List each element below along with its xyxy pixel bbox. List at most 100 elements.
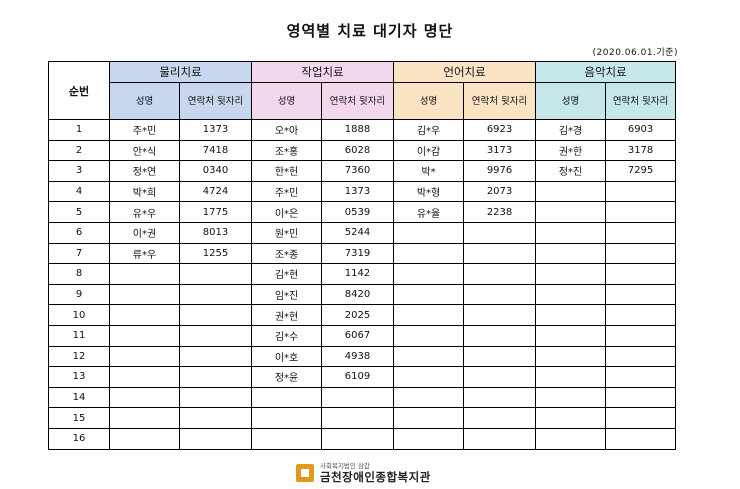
name-cell xyxy=(393,345,465,368)
contact-cell: 2025 xyxy=(321,304,395,326)
contact-cell xyxy=(178,304,253,326)
contact-cell: 4724 xyxy=(178,180,253,203)
table-row: 7 류*우 1255 조*종 7319 xyxy=(48,242,677,265)
name-cell xyxy=(393,221,465,244)
name-cell xyxy=(535,427,607,450)
name-cell: 한*헌 xyxy=(251,160,323,182)
contact-cell xyxy=(321,407,395,429)
name-cell: 권*현 xyxy=(251,304,323,326)
date-note: (2020.06.01.기준) xyxy=(592,48,678,58)
name-cell: 박* xyxy=(393,160,465,182)
name-cell: 주*민 xyxy=(109,119,180,141)
contact-cell: 5244 xyxy=(321,221,395,244)
contact-cell: 6903 xyxy=(605,119,677,141)
group-header-occupational: 작업치료 xyxy=(251,61,395,83)
name-cell xyxy=(535,221,607,244)
col-name-header: 성명 xyxy=(535,82,607,120)
table-row: 13 정*윤 6109 xyxy=(48,366,677,388)
name-cell: 김*경 xyxy=(535,119,607,141)
group-header-music: 음악치료 xyxy=(535,61,677,83)
seq-cell: 6 xyxy=(48,221,110,244)
name-cell: 유*우 xyxy=(109,201,180,223)
name-cell xyxy=(535,324,607,347)
contact-cell xyxy=(605,366,677,388)
name-cell: 이*호 xyxy=(251,345,323,368)
col-name-header: 성명 xyxy=(109,82,180,120)
name-cell xyxy=(109,304,180,326)
contact-cell: 8420 xyxy=(321,283,395,306)
name-cell xyxy=(251,407,323,429)
name-cell: 김*수 xyxy=(251,324,323,347)
contact-cell: 3178 xyxy=(605,139,677,162)
name-cell: 오*아 xyxy=(251,119,323,141)
seq-cell: 8 xyxy=(48,263,110,285)
contact-cell: 1142 xyxy=(321,263,395,285)
table-row: 2 안*식 7418 조*홍 6028 이*감 3173 권*한 3178 xyxy=(48,139,677,162)
name-cell xyxy=(535,386,607,409)
name-cell xyxy=(109,345,180,368)
contact-cell xyxy=(178,407,253,429)
table-row: 5 유*우 1775 이*은 0539 유*율 2238 xyxy=(48,201,677,223)
contact-cell xyxy=(605,386,677,409)
name-cell xyxy=(109,366,180,388)
contact-cell: 1888 xyxy=(321,119,395,141)
contact-cell: 9976 xyxy=(463,160,537,182)
contact-cell xyxy=(463,345,537,368)
table-row: 4 박*희 4724 주*민 1373 박*형 2073 xyxy=(48,180,677,203)
name-cell: 박*희 xyxy=(109,180,180,203)
name-cell xyxy=(393,386,465,409)
name-cell xyxy=(109,407,180,429)
name-cell xyxy=(535,180,607,203)
name-cell xyxy=(535,283,607,306)
contact-cell xyxy=(321,427,395,450)
col-contact-header: 연락처 뒷자리 xyxy=(321,82,395,120)
contact-cell xyxy=(321,386,395,409)
contact-cell xyxy=(605,345,677,368)
contact-cell xyxy=(178,283,253,306)
contact-cell: 1373 xyxy=(178,119,253,141)
name-cell: 박*형 xyxy=(393,180,465,203)
name-cell: 류*우 xyxy=(109,242,180,265)
contact-cell xyxy=(463,366,537,388)
org-name: 금천장애인종합복지관 xyxy=(320,470,431,484)
contact-cell: 6923 xyxy=(463,119,537,141)
table-row: 16 xyxy=(48,427,677,450)
org-logo: 사회복지법인 삼갑 금천장애인종합복지관 xyxy=(296,460,431,486)
contact-cell: 6028 xyxy=(321,139,395,162)
group-header-speech: 언어치료 xyxy=(393,61,537,83)
contact-cell: 0539 xyxy=(321,201,395,223)
contact-cell: 7418 xyxy=(178,139,253,162)
table-row: 12 이*호 4938 xyxy=(48,345,677,368)
name-cell: 임*진 xyxy=(251,283,323,306)
contact-cell xyxy=(605,324,677,347)
col-contact-header: 연락처 뒷자리 xyxy=(605,82,677,120)
table-row: 8 김*현 1142 xyxy=(48,263,677,285)
seq-cell: 5 xyxy=(48,201,110,223)
table-row: 9 임*진 8420 xyxy=(48,283,677,306)
contact-cell xyxy=(463,283,537,306)
name-cell xyxy=(393,304,465,326)
name-cell xyxy=(535,201,607,223)
contact-cell xyxy=(178,263,253,285)
contact-cell xyxy=(463,304,537,326)
contact-cell xyxy=(463,407,537,429)
contact-cell xyxy=(463,324,537,347)
name-cell xyxy=(535,345,607,368)
org-logo-icon xyxy=(296,464,314,482)
seq-cell: 15 xyxy=(48,407,110,429)
name-cell: 원*민 xyxy=(251,221,323,244)
name-cell: 조*홍 xyxy=(251,139,323,162)
org-subtitle: 사회복지법인 삼갑 xyxy=(320,462,370,470)
contact-cell xyxy=(605,427,677,450)
contact-cell xyxy=(605,263,677,285)
seq-cell: 4 xyxy=(48,180,110,203)
col-name-header: 성명 xyxy=(393,82,465,120)
seq-cell: 3 xyxy=(48,160,110,182)
name-cell: 권*한 xyxy=(535,139,607,162)
contact-cell: 7319 xyxy=(321,242,395,265)
name-cell xyxy=(535,242,607,265)
seq-cell: 7 xyxy=(48,242,110,265)
name-cell xyxy=(393,324,465,347)
contact-cell xyxy=(605,180,677,203)
col-contact-header: 연락처 뒷자리 xyxy=(178,82,253,120)
